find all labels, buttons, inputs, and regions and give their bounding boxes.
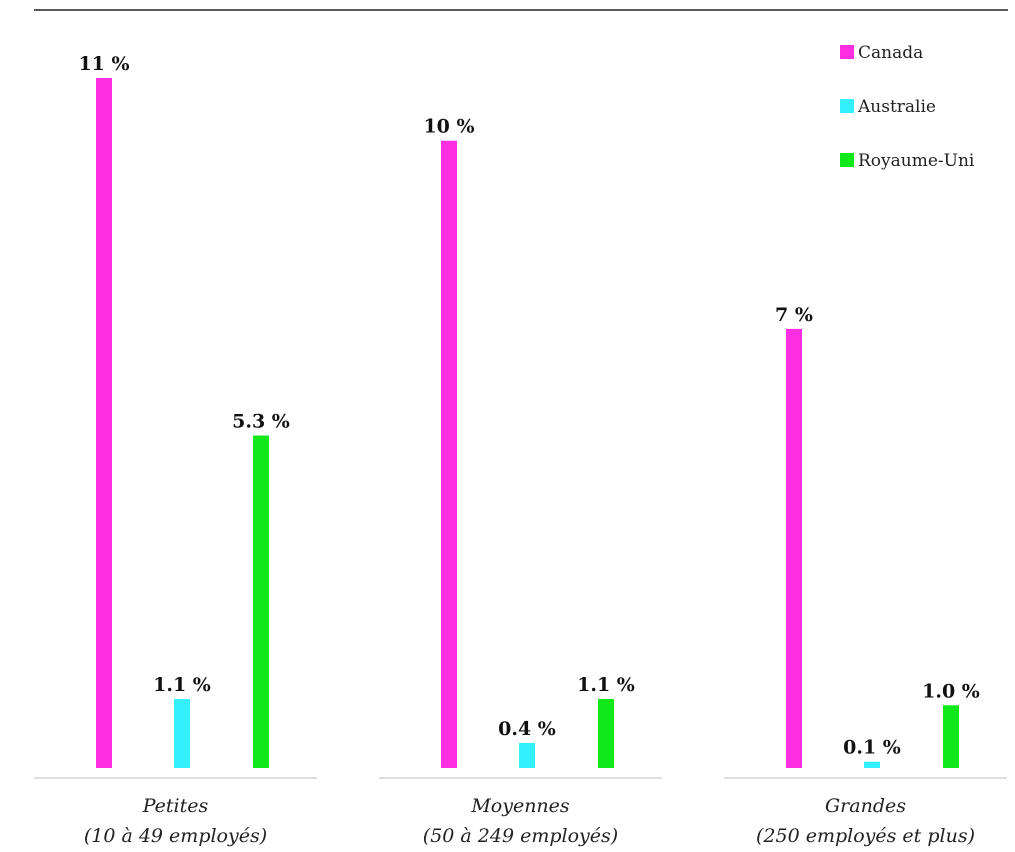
category-label-line: (10 à 49 employés) — [84, 825, 267, 847]
bar-australie-1 — [174, 699, 190, 768]
bar-royaume-uni-2 — [598, 699, 614, 768]
category-label-line: Grandes — [825, 795, 906, 817]
value-label: 0.4 % — [498, 718, 556, 740]
bar-canada-1 — [96, 78, 112, 768]
legend-swatch-canada — [840, 45, 854, 59]
legend-swatch-royaume-uni — [840, 153, 854, 167]
value-label: 0.1 % — [843, 737, 901, 759]
bar-royaume-uni-1 — [253, 435, 269, 768]
legend-label: Canada — [858, 43, 923, 63]
bar-canada-2 — [441, 140, 457, 768]
bar-australie-2 — [519, 742, 535, 768]
value-label: 1.1 % — [577, 674, 635, 696]
legend-swatch-australie — [840, 99, 854, 113]
category-label-line: Petites — [142, 795, 209, 817]
legend: Canada Australie Royaume-Uni — [840, 43, 975, 171]
category-label-line: (50 à 249 employés) — [423, 825, 618, 847]
bars — [96, 78, 959, 768]
value-label: 1.0 % — [922, 680, 980, 702]
value-label: 11 % — [78, 53, 129, 75]
value-label: 7 % — [775, 304, 813, 326]
category-label-line: (250 employés et plus) — [756, 825, 975, 847]
value-label: 5.3 % — [232, 411, 290, 433]
bar-australie-3 — [864, 761, 880, 768]
value-label: 1.1 % — [153, 674, 211, 696]
value-label: 10 % — [423, 116, 474, 138]
category-labels: Petites (10 à 49 employés) Moyennes (50 à 2… — [84, 795, 975, 847]
legend-label: Royaume-Uni — [858, 151, 975, 171]
category-label-line: Moyennes — [470, 795, 570, 817]
bar-canada-3 — [786, 328, 802, 768]
value-labels: 11 % 1.1 % 5.3 % 10 % 0.4 % 1.1 % 7 % 0.1 % 1.0 … — [78, 53, 979, 759]
legend-label: Australie — [857, 97, 936, 117]
bar-royaume-uni-3 — [943, 705, 959, 768]
